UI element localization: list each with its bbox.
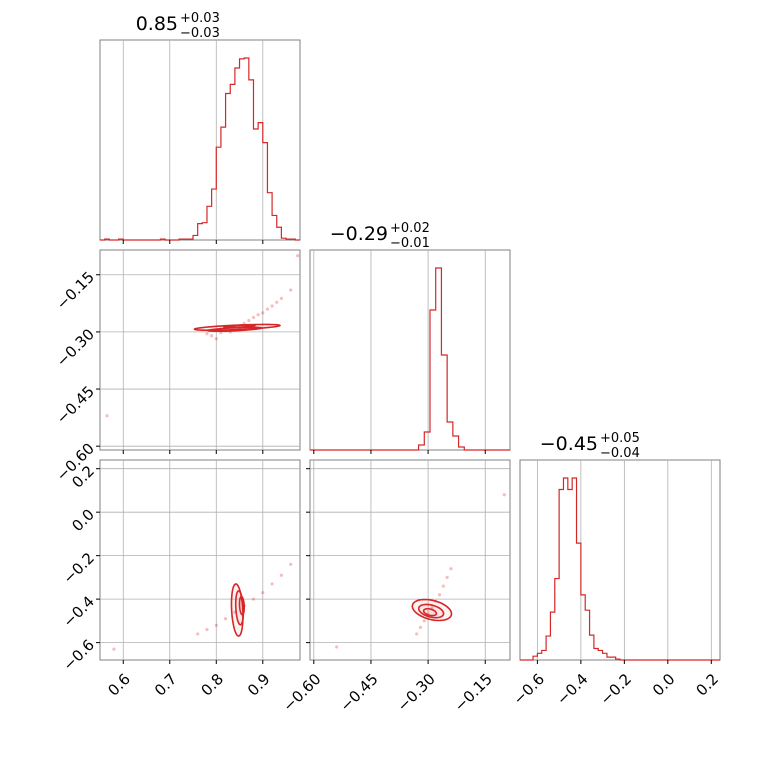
scatter-point-1-10	[279, 573, 283, 577]
scatter-point-0-3	[214, 337, 218, 341]
pair-xaxis-2-label-0: −0.60	[279, 670, 324, 715]
hist-frame-0	[99, 39, 301, 241]
contour-2-1	[417, 603, 445, 619]
scatter-point-2-3	[422, 619, 426, 623]
scatter-point-1-3	[214, 623, 218, 627]
histogram-0	[100, 57, 300, 241]
hist-xaxis-2-label-4: 0.2	[692, 670, 722, 700]
title-median-1: −0.29	[330, 223, 388, 245]
scatter-point-1-8	[261, 591, 265, 595]
title-minus-1: −0.01	[390, 236, 430, 251]
scatter-point-0-0	[105, 414, 109, 418]
scatter-point-0-13	[261, 311, 265, 315]
scatter-point-0-10	[247, 318, 251, 323]
scatter-point-1-4	[223, 617, 228, 621]
pair-xaxis-2-label-2: −0.30	[394, 670, 439, 715]
pair-frame-0	[99, 249, 301, 451]
hist-xaxis-2-label-3: 0.0	[649, 670, 679, 700]
scatter-point-2-10	[449, 567, 453, 571]
scatter-point-2-8	[441, 584, 445, 588]
scatter-point-2-1	[415, 632, 419, 636]
scatter-point-0-14	[265, 307, 270, 311]
scatter-point-2-11	[502, 493, 506, 497]
pair-xaxis-1-label-1: 0.7	[151, 670, 181, 700]
scatter-point-2-7	[437, 593, 442, 597]
pair-yaxis-1-label-3: 0.0	[68, 505, 98, 535]
title-plus-1: +0.02	[390, 221, 430, 236]
scatter-point-0-19	[296, 254, 300, 258]
scatter-point-1-1	[196, 632, 200, 636]
pair-yaxis-0-label-2: −0.30	[53, 325, 98, 370]
scatter-point-1-7	[251, 597, 256, 601]
hist-title-1: −0.29 +0.02−0.01	[330, 221, 430, 251]
pair-xaxis-2-label-3: −0.15	[451, 670, 496, 715]
pair-yaxis-1-label-1: −0.4	[60, 592, 98, 630]
hist-xaxis-2-label-2: −0.2	[597, 670, 635, 708]
title-minus-0: −0.03	[180, 26, 220, 41]
hist-xaxis-2-label-1: −0.4	[553, 670, 591, 708]
scatter-point-2-0	[335, 645, 339, 649]
title-median-0: 0.85	[136, 13, 178, 35]
hist-frame-1	[309, 249, 511, 451]
histogram-2	[520, 477, 720, 661]
title-minus-2: −0.04	[600, 446, 640, 461]
scatter-point-2-2	[418, 625, 423, 629]
pair-frame-1	[99, 459, 301, 661]
scatter-point-0-18	[289, 288, 293, 292]
pair-frame-2	[309, 459, 511, 661]
contour-0-1	[206, 326, 263, 332]
hist-title-0: 0.85 +0.03−0.03	[136, 11, 220, 41]
pair-xaxis-1-label-2: 0.8	[197, 670, 227, 700]
pair-yaxis-1-label-0: −0.6	[60, 636, 98, 674]
contour-2-2	[422, 607, 438, 617]
scatter-point-1-9	[270, 582, 274, 586]
pair-xaxis-1-label-0: 0.6	[104, 670, 134, 700]
pair-xaxis-2-label-1: −0.45	[336, 670, 381, 715]
scatter-point-1-2	[205, 627, 209, 632]
scatter-point-0-12	[256, 313, 260, 317]
pair-yaxis-0-label-3: −0.15	[53, 268, 98, 313]
title-plus-0: +0.03	[180, 11, 220, 26]
pair-xaxis-1-label-3: 0.9	[244, 670, 274, 700]
scatter-point-0-11	[251, 315, 256, 320]
scatter-point-0-2	[210, 334, 214, 338]
pair-yaxis-1-label-2: −0.2	[60, 549, 98, 587]
histogram-1	[310, 267, 510, 451]
title-plus-2: +0.05	[600, 431, 640, 446]
contour-0-2	[222, 324, 257, 329]
scatter-point-2-9	[445, 575, 449, 579]
scatter-point-1-0	[112, 647, 116, 651]
title-median-2: −0.45	[540, 433, 598, 455]
scatter-point-0-17	[279, 296, 283, 300]
scatter-point-0-15	[270, 304, 274, 308]
scatter-point-0-16	[275, 300, 279, 304]
scatter-point-1-11	[289, 562, 293, 566]
pair-yaxis-0-label-1: −0.45	[53, 382, 98, 427]
hist-title-2: −0.45 +0.05−0.04	[540, 431, 640, 461]
scatter-point-0-1	[205, 332, 209, 336]
contour-1-2	[238, 595, 246, 616]
hist-xaxis-2-label-0: −0.6	[510, 670, 548, 708]
